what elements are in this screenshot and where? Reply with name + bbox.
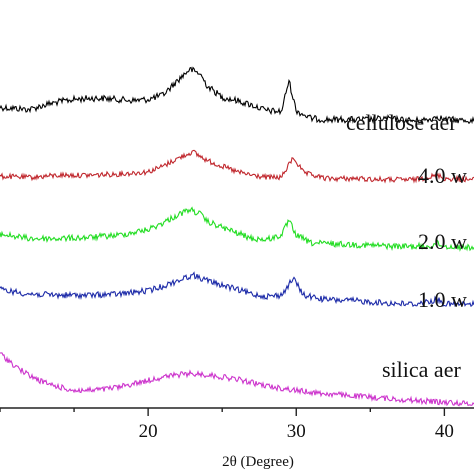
series-line-4 <box>0 271 474 308</box>
series-label-4: 1.0 w <box>418 287 467 312</box>
x-axis-ticks: 20 30 40 <box>0 408 454 442</box>
series-line-5 <box>0 352 474 407</box>
series-label-5: silica aer <box>382 357 461 382</box>
series-label-1: cellulose aer <box>346 110 457 135</box>
series-layer <box>0 66 474 407</box>
series-labels: cellulose aer 4.0 w 2.0 w 1.0 w silica aer <box>346 110 467 382</box>
series-label-2: 4.0 w <box>418 163 467 188</box>
x-tick-label: 20 <box>139 421 158 442</box>
series-label-3: 2.0 w <box>418 229 467 254</box>
series-line-2 <box>0 149 474 184</box>
x-tick-label: 30 <box>287 421 306 442</box>
x-axis-label: 2θ (Degree) <box>222 454 294 470</box>
x-tick-label: 40 <box>435 421 454 442</box>
series-line-3 <box>0 206 474 252</box>
series-line-1 <box>0 66 474 125</box>
